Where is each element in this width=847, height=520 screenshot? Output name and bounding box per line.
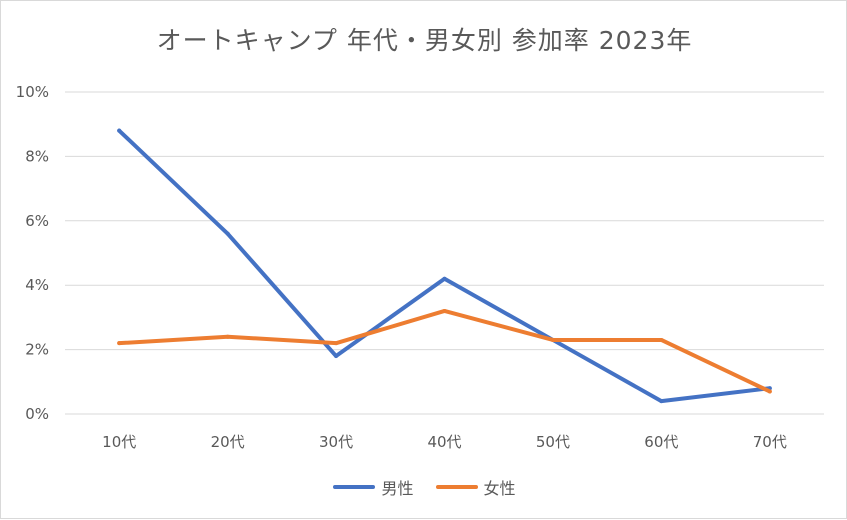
data-point	[226, 335, 230, 339]
data-point	[334, 354, 338, 358]
data-point	[551, 338, 555, 342]
x-tick-label: 50代	[536, 433, 570, 451]
legend-swatch-female	[436, 485, 478, 489]
y-tick-label: 10%	[16, 83, 49, 101]
data-point	[117, 341, 121, 345]
line-chart: 0% 2% 4% 6% 8% 10% 10代 20代 30代 40代 50代 60代 70代	[1, 1, 847, 520]
data-point	[334, 341, 338, 345]
data-point	[659, 399, 663, 403]
series-line-female	[119, 311, 770, 392]
data-point	[443, 309, 447, 313]
y-tick-label: 8%	[25, 147, 49, 165]
y-tick-label: 2%	[25, 341, 49, 359]
x-tick-label: 20代	[211, 433, 245, 451]
y-tick-label: 0%	[25, 405, 49, 423]
legend-label-male: 男性	[381, 475, 413, 499]
legend-item-male: 男性	[333, 475, 413, 499]
data-point	[226, 232, 230, 236]
y-tick-label: 6%	[25, 212, 49, 230]
data-point	[768, 389, 772, 393]
data-point	[659, 338, 663, 342]
legend: 男性 女性	[1, 475, 847, 499]
x-tick-label: 10代	[102, 433, 136, 451]
x-tick-label: 40代	[427, 433, 461, 451]
legend-item-female: 女性	[436, 475, 516, 499]
data-point	[117, 129, 121, 133]
legend-label-female: 女性	[484, 475, 516, 499]
x-tick-label: 70代	[753, 433, 787, 451]
data-point	[443, 277, 447, 281]
chart-frame: オートキャンプ 年代・男女別 参加率 2023年 0% 2% 4% 6% 8% 10% 10…	[0, 0, 847, 519]
x-tick-label: 60代	[644, 433, 678, 451]
x-tick-label: 30代	[319, 433, 353, 451]
y-tick-label: 4%	[25, 276, 49, 294]
series-line-male	[119, 131, 770, 401]
legend-swatch-male	[333, 485, 375, 489]
